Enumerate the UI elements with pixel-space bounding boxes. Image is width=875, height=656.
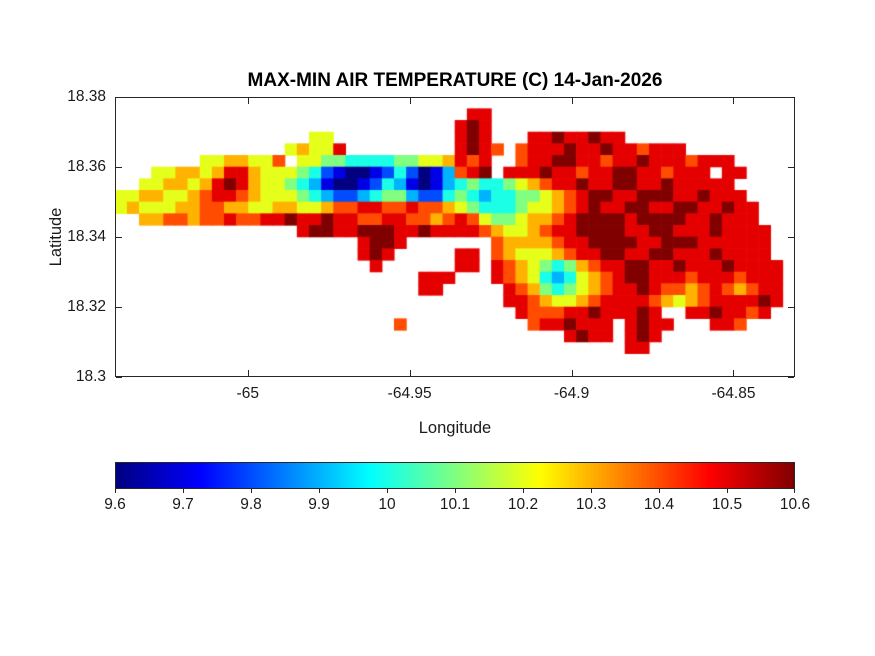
colorbar-tick-label: 10.6 [779,496,811,513]
plot-title: MAX-MIN AIR TEMPERATURE (C) 14-Jan-2026 [247,70,663,91]
x-tick-label: -64.95 [387,385,432,402]
y-tick-label: 18.38 [67,88,106,105]
x-tick-mark-top [572,98,573,104]
y-tick-mark [116,307,122,308]
x-tick-mark [410,370,411,376]
colorbar-tick-label: 10.4 [643,496,675,513]
y-tick-mark-right [788,307,794,308]
x-tick-mark-top [410,98,411,104]
colorbar-tick-label: 10 [378,496,396,513]
y-tick-label: 18.34 [67,228,106,245]
colorbar-tick-label: 10.2 [507,496,539,513]
y-tick-mark [116,377,122,378]
colorbar-tick-label: 9.6 [104,496,126,513]
x-tick-mark [572,370,573,376]
x-axis-label: Longitude [418,419,492,437]
colorbar-tick-mark [251,489,252,493]
temperature-heatmap-canvas [115,97,795,377]
colorbar-tick-mark [523,489,524,493]
x-tick-label: -64.9 [553,385,590,402]
x-tick-label: -64.85 [711,385,756,402]
x-tick-mark-top [248,98,249,104]
colorbar-tick-mark [727,489,728,493]
y-tick-mark [116,237,122,238]
colorbar-canvas [115,462,795,489]
x-tick-mark-top [733,98,734,104]
colorbar-tick-mark [659,489,660,493]
colorbar-tick-label: 10.1 [439,496,471,513]
y-tick-label: 18.36 [67,158,106,175]
colorbar-tick-label: 9.8 [240,496,262,513]
colorbar-tick-mark [183,489,184,493]
y-tick-mark-right [788,237,794,238]
y-tick-mark [116,97,122,98]
x-tick-mark [733,370,734,376]
y-tick-label: 18.32 [67,298,106,315]
y-tick-mark [116,167,122,168]
colorbar-tick-label: 10.3 [575,496,607,513]
colorbar-tick-mark [387,489,388,493]
colorbar-tick-label: 9.9 [308,496,330,513]
colorbar-tick-mark [319,489,320,493]
colorbar-tick-label: 10.5 [711,496,743,513]
y-tick-mark-right [788,377,794,378]
colorbar-tick-mark [115,489,116,493]
y-tick-label: 18.3 [75,368,106,385]
x-tick-label: -65 [236,385,259,402]
colorbar-tick-label: 9.7 [172,496,194,513]
x-tick-mark [248,370,249,376]
colorbar-tick-mark [591,489,592,493]
y-tick-mark-right [788,167,794,168]
colorbar-tick-mark [455,489,456,493]
y-tick-mark-right [788,97,794,98]
colorbar-tick-mark [794,489,795,493]
